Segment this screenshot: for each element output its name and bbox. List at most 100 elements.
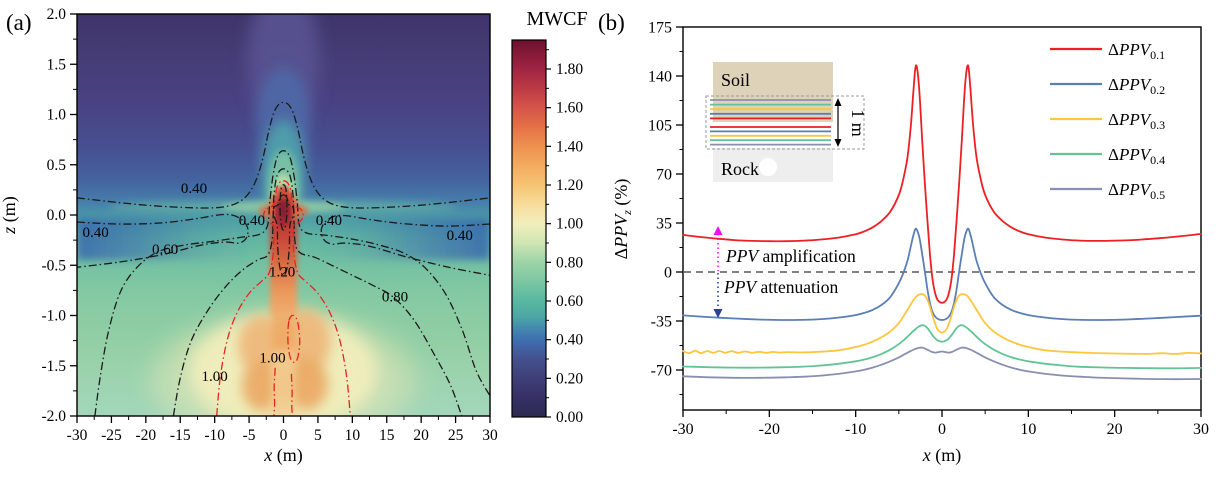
legend-var: PPV <box>1118 110 1153 129</box>
legend-label-0.2: ΔPPV0.2 <box>1108 75 1165 97</box>
curves <box>682 64 1202 381</box>
heatmap-core-dark <box>278 201 289 219</box>
dimension-arrowhead-down-icon <box>834 139 842 147</box>
contour-label: 0.40 <box>447 228 473 244</box>
contour-label: 0.40 <box>316 213 342 229</box>
contour-label: 1.00 <box>202 369 228 385</box>
panel-b-y-axis-title: ΔPPVz (%) <box>611 179 634 260</box>
colorbar <box>511 39 547 418</box>
inset-diagram: Soil Rock 1 m <box>705 62 868 182</box>
y-tick-label: -1.5 <box>41 358 66 375</box>
legend-subscript: 0.3 <box>1150 118 1165 132</box>
legend-label-0.3: ΔPPV0.3 <box>1108 110 1165 132</box>
ylabel-unit: (%) <box>611 179 632 210</box>
curve-ppv-0.4 <box>682 324 1202 370</box>
y-tick-label: 0.0 <box>47 207 67 224</box>
contour-0.40 <box>320 214 491 276</box>
panel-b-label: (b) <box>598 10 625 35</box>
x-tick-label: 30 <box>1193 421 1209 438</box>
panel-b-x-axis-title: x (m) <box>922 445 962 466</box>
x-tick-label: -30 <box>672 421 693 438</box>
inset-rock-label: Rock <box>721 159 759 179</box>
contour-1.20 <box>272 194 295 276</box>
axis-unit: (m) <box>0 196 20 227</box>
x-tick-label: 0 <box>938 421 946 438</box>
anno-var: PPV <box>723 277 758 297</box>
anno-rest: attenuation <box>756 277 838 297</box>
curve-ppv-0.1 <box>682 64 1202 304</box>
x-tick-label: -20 <box>135 427 156 444</box>
ylabel-delta: Δ <box>611 248 631 260</box>
contour-label: 1.00 <box>259 351 285 367</box>
panel-a: 0.400.400.40 0.400.400.601.200.801.001.00… <box>0 6 588 466</box>
x-tick-label: -10 <box>204 427 225 444</box>
y-tick-label: 70 <box>656 167 672 184</box>
x-tick-label: -25 <box>101 427 122 444</box>
anno-rest: amplification <box>758 246 856 266</box>
legend-label-0.1: ΔPPV0.1 <box>1108 40 1165 62</box>
x-tick-label: -10 <box>845 421 866 438</box>
y-tick-label: -35 <box>651 314 672 331</box>
axis-unit: (m) <box>272 445 303 466</box>
y-tick-label: 1.5 <box>47 56 67 73</box>
legend-delta: Δ <box>1108 75 1119 94</box>
colorbar-tick-label: 0.20 <box>556 370 583 387</box>
curve-ppv-0.3 <box>682 293 1202 355</box>
legend-delta: Δ <box>1108 180 1119 199</box>
contour-label: 0.40 <box>181 181 207 197</box>
curve-ppv-0.2 <box>682 227 1202 321</box>
contour-label: 0.40 <box>239 213 265 229</box>
inset-soil-rect <box>713 62 833 122</box>
colorbar-tick-label: 1.00 <box>556 216 583 233</box>
colorbar-tick-label: 0.40 <box>556 332 583 349</box>
x-tick-label: 10 <box>1020 421 1036 438</box>
contour-0.40 <box>76 101 491 209</box>
legend-subscript: 0.5 <box>1150 188 1165 202</box>
legend-var: PPV <box>1118 145 1153 164</box>
colorbar-tick-label: 1.20 <box>556 177 583 194</box>
legend-delta: Δ <box>1108 40 1119 59</box>
ppv-attenuation-label: PPV attenuation <box>723 277 838 297</box>
x-tick-label: 10 <box>345 427 361 444</box>
y-tick-label: -70 <box>651 363 672 380</box>
colorbar-ticks: 1.80 1.60 1.40 1.20 1.00 0.80 0.60 0.40 0.20 0.00 <box>546 49 583 426</box>
x-tick-label: -5 <box>243 427 256 444</box>
attenuation-arrowhead-icon <box>713 309 723 318</box>
y-tick-label: -2.0 <box>41 408 66 425</box>
ylabel-var: PPV <box>611 213 631 249</box>
colorbar-tick-label: 1.60 <box>556 100 583 117</box>
y-tick-label: 105 <box>648 118 672 135</box>
y-tick-label: 2.0 <box>47 6 67 23</box>
panel-b-axes: -30 -20 -10 0 10 20 30 175 140 105 70 35 0 -35 -70 <box>648 20 1209 439</box>
legend-subscript: 0.2 <box>1150 83 1165 97</box>
dimension-arrowhead-up-icon <box>834 98 842 106</box>
y-tick-label: 1.0 <box>47 107 67 124</box>
colorbar-tick-label: 0.00 <box>556 409 583 426</box>
y-tick-label: 0.5 <box>47 157 67 174</box>
colorbar-title: MWCF <box>526 8 587 30</box>
contour-label: 0.40 <box>82 225 108 241</box>
legend-var: PPV <box>1118 180 1153 199</box>
contour-1.00 <box>287 314 301 364</box>
colorbar-tick-label: 0.60 <box>556 293 583 310</box>
contour-lines <box>76 101 491 417</box>
ppv-amplification-label: PPV amplification <box>725 246 856 266</box>
x-tick-label: 15 <box>379 427 395 444</box>
legend-var: PPV <box>1118 75 1153 94</box>
curve-ppv-0.5 <box>682 346 1202 381</box>
y-tick-label: -1.0 <box>41 308 66 325</box>
inset-layers-box <box>705 95 865 150</box>
legend-var: PPV <box>1118 40 1153 59</box>
contour-labels: 0.40 0.40 0.40 0.40 0.40 0.60 1.20 0.80 1.00 1.00 <box>82 181 472 385</box>
anno-var: PPV <box>725 246 760 266</box>
y-tick-label: 175 <box>648 20 672 37</box>
contour-1.40 <box>279 184 288 231</box>
inset-dimension-label: 1 m <box>848 109 868 137</box>
x-tick-label: 20 <box>1107 421 1123 438</box>
axis-unit: (m) <box>931 445 962 466</box>
x-tick-label: 25 <box>448 427 464 444</box>
contour-label: 0.80 <box>382 289 408 305</box>
x-tick-label: -20 <box>759 421 780 438</box>
